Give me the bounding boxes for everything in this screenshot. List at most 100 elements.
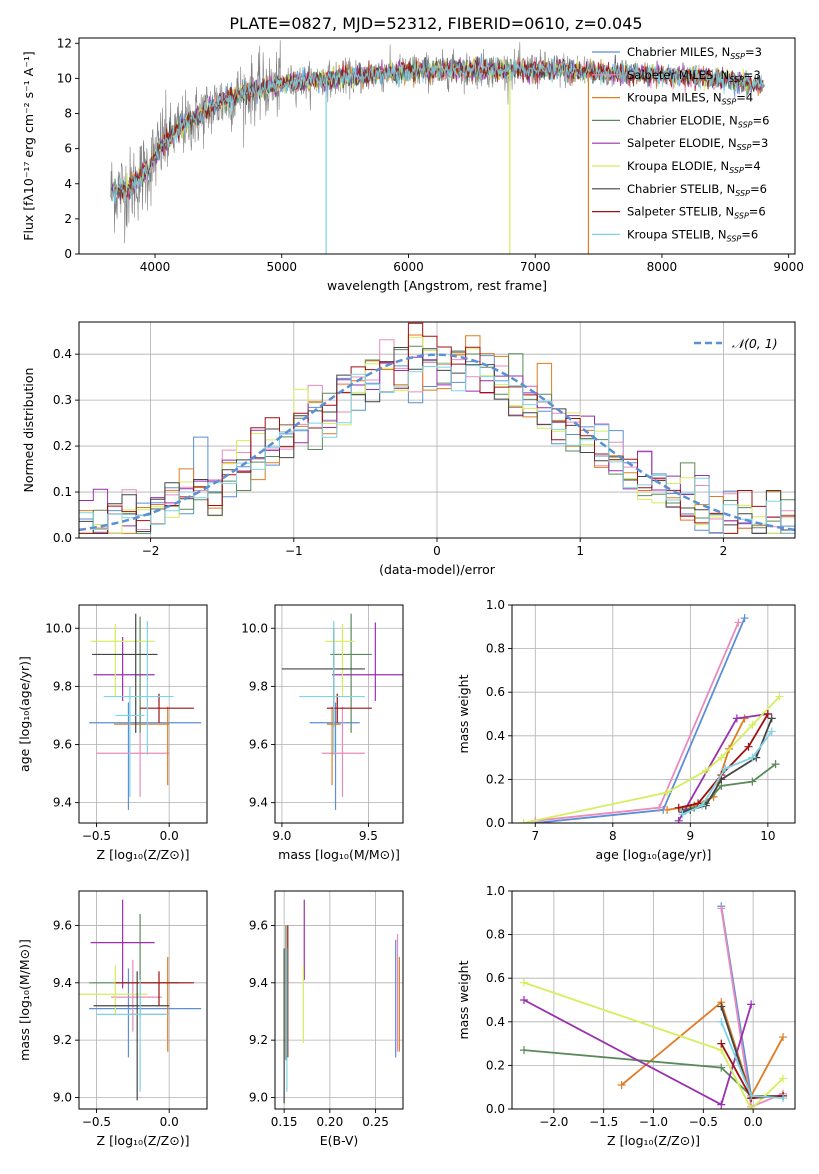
y-tick-label: 0.4 [486, 729, 505, 743]
x-tick-label: 0.25 [362, 1115, 389, 1129]
legend-entry: Chabrier MILES, NSSP=3 [627, 45, 762, 61]
mass-weight-marker [697, 801, 706, 810]
y-tick-label: 9.4 [53, 976, 72, 990]
mass-weight-marker [655, 803, 664, 812]
mass-weight-marker [663, 805, 672, 814]
mass-weight-marker [747, 1000, 756, 1009]
axes-residuals: −2 −1 0 1 2 0.0 0.1 0.2 0.3 0.4 (data-model)/error… [21, 321, 796, 577]
y-axis-label: mass [log₁₀(M/M⊙)] [17, 939, 32, 1061]
mass-weight-marker [617, 1081, 626, 1090]
y-tick-label: 2 [64, 212, 72, 226]
y-tick-label: 0.8 [486, 642, 505, 656]
x-axis-label: E(B-V) [320, 1133, 359, 1148]
y-tick-label: 1.0 [486, 884, 505, 898]
y-tick-label: 0.2 [53, 439, 72, 453]
y-tick-label: 0.0 [486, 1102, 505, 1116]
plot-area-mass_vs_ebv [283, 899, 400, 1104]
x-tick-label: 7000 [520, 260, 551, 274]
mass-weight-marker [748, 777, 757, 786]
y-tick-label: 9.0 [53, 1091, 72, 1105]
mass-weight-marker [674, 816, 683, 823]
mass-weight-marker [779, 1094, 788, 1103]
mass-weight-marker [663, 788, 672, 797]
y-tick-label: 9.0 [249, 1091, 268, 1105]
plot-area-age_vs_mass [281, 613, 403, 810]
x-tick-label: 9000 [773, 260, 804, 274]
mass-weight-line [523, 981, 784, 1109]
x-tick-label: 2 [720, 544, 728, 558]
residual-histogram-step [79, 351, 795, 534]
y-tick-label: 9.8 [249, 679, 268, 693]
axes-mass_vs_Z: −0.5 0.0 9.0 9.2 9.4 9.6 Z [log₁₀(Z/Z⊙)] mass [… [17, 890, 208, 1148]
y-tick-label: 8 [64, 107, 72, 121]
axes-frame [78, 604, 208, 824]
mass-weight-marker [779, 1074, 788, 1083]
mass-weight-marker [775, 692, 784, 701]
x-axis-label: Z [log₁₀(Z/Z⊙)] [97, 1133, 190, 1148]
mass-weight-line [523, 1049, 783, 1097]
mass-weight-marker [740, 614, 749, 623]
mass-weight-marker [767, 727, 776, 736]
mass-weight-marker [717, 1063, 726, 1072]
y-tick-label: 9.2 [53, 1033, 72, 1047]
y-tick-label: 0.0 [486, 816, 505, 830]
legend-entry: Kroupa ELODIE, NSSP=4 [627, 159, 761, 175]
y-tick-label: 9.6 [53, 918, 72, 932]
axes-age_vs_Z: −0.5 0.0 9.4 9.6 9.8 10.0 Z [log₁₀(Z/Z⊙)] age [… [17, 604, 208, 862]
axes-frame [78, 37, 796, 255]
x-tick-label: 0.20 [316, 1115, 343, 1129]
x-tick-label: 6000 [393, 260, 424, 274]
mass-weight-line [678, 713, 769, 809]
y-axis-label: age [log₁₀(age/yr)] [17, 656, 32, 772]
mass-weight-marker [717, 1039, 726, 1048]
mass-weight-marker [717, 904, 726, 913]
y-tick-label: 10 [57, 71, 72, 85]
axes-mass_weight_vs_age: 7 8 9 10 0.0 0.2 0.4 0.6 0.8 1.0 age [log₁₀(age/yr… [456, 598, 796, 862]
normal-distribution-curve [79, 353, 795, 532]
plot-area-spectrum [110, 40, 765, 254]
mass-weight-marker [519, 978, 528, 987]
y-tick-label: 12 [57, 36, 72, 50]
legend-entry: Kroupa MILES, NSSP=4 [627, 91, 753, 107]
plot-area-mass_vs_Z [79, 899, 202, 1101]
x-tick-label: 8000 [647, 260, 678, 274]
y-tick-label: 4 [64, 177, 72, 191]
y-tick-label: 9.6 [249, 918, 268, 932]
y-tick-label: 9.6 [249, 738, 268, 752]
x-tick-label: −0.5 [82, 1115, 111, 1129]
y-axis-label: Normed distribution [21, 368, 36, 493]
x-tick-label: −1.0 [639, 1115, 668, 1129]
mass-weight-line [682, 730, 773, 816]
x-axis-label: mass [log₁₀(M/M⊙)] [278, 847, 400, 862]
x-tick-label: −1.5 [589, 1115, 618, 1129]
y-tick-label: 0.4 [53, 347, 72, 361]
x-tick-label: 0.0 [160, 1115, 179, 1129]
x-tick-label: −2.0 [539, 1115, 568, 1129]
mass-weight-marker [701, 766, 710, 775]
normal-legend-label: 𝒩(0, 1) [732, 336, 778, 351]
axes-frame [274, 604, 404, 824]
spectrum-legend: Chabrier MILES, NSSP=3 Salpeter MILES, NS… [592, 45, 769, 243]
y-tick-label: 9.4 [249, 976, 268, 990]
mass-weight-marker [678, 810, 687, 819]
mass-weight-marker [717, 753, 726, 762]
mass-weight-marker [519, 996, 528, 1004]
y-axis-label: Flux [fλ10⁻¹⁷ erg cm⁻² s⁻¹ A⁻¹] [21, 51, 36, 240]
legend-entry: Salpeter ELODIE, NSSP=3 [627, 136, 768, 152]
mass-weight-marker [717, 1017, 726, 1026]
mass-weight-marker [674, 803, 683, 812]
y-tick-label: 9.6 [53, 738, 72, 752]
legend-entry: Chabrier ELODIE, NSSP=6 [627, 113, 769, 129]
mass-weight-marker [732, 714, 741, 723]
x-tick-label: 9 [687, 829, 695, 843]
mass-weight-marker [763, 710, 772, 718]
y-tick-label: 0.0 [53, 531, 72, 545]
legend-entry: Kroupa STELIB, NSSP=6 [627, 227, 758, 243]
x-tick-label: 0.0 [744, 1115, 763, 1129]
axes-frame [511, 604, 796, 824]
y-tick-label: 10.0 [45, 621, 72, 635]
plot-area-residuals [79, 322, 795, 534]
x-axis-label: age [log₁₀(age/yr)] [596, 847, 712, 862]
plot-area-mass_weight_vs_age [519, 614, 784, 823]
